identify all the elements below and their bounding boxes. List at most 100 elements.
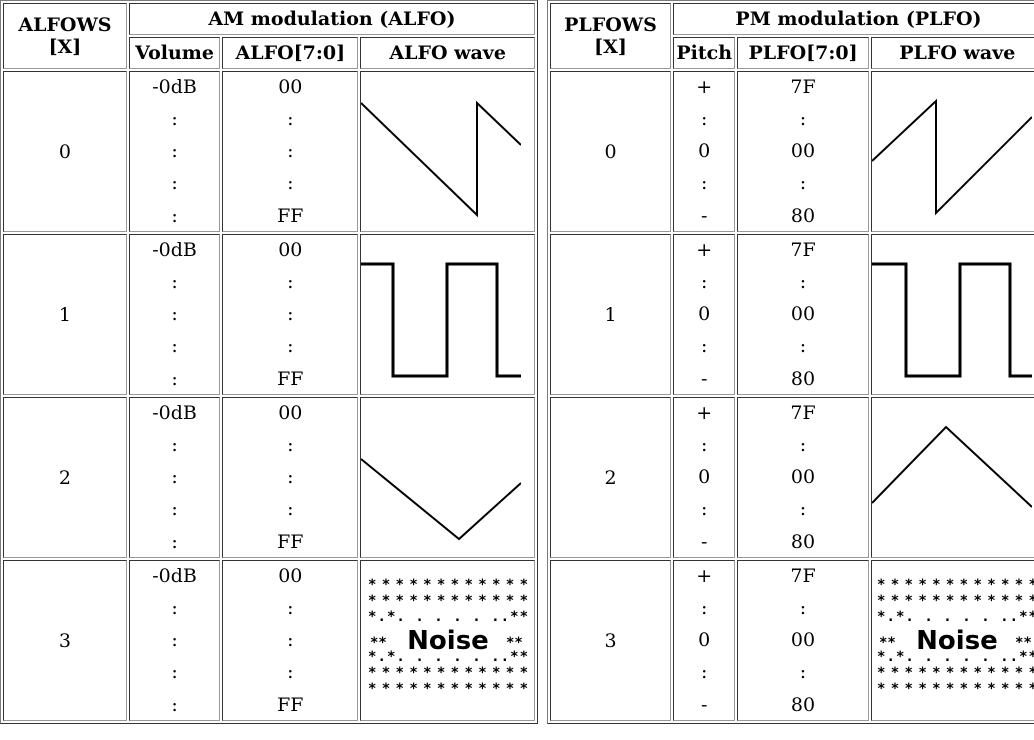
am-register-values: 00::: FF	[223, 75, 357, 227]
noise-label: Noise	[916, 626, 998, 656]
am-level-values: -0dB::::	[130, 564, 219, 716]
alfows-header-label: ALFOWS	[18, 14, 112, 36]
am-register-value: :	[287, 140, 294, 162]
pm-register-value: 7F	[790, 564, 816, 587]
square-wave-line	[361, 262, 522, 377]
triangle-wave-line	[871, 425, 1032, 508]
am-level-value: -0dB	[152, 564, 197, 587]
pm-wave-cell	[870, 234, 1034, 395]
pm-modulation-table: PLFOWS [X] PM modulation (PLFO) Pitch PL…	[547, 0, 1034, 724]
noise-wave-graphic: *************************.*. . . . . ..*…	[361, 563, 534, 718]
pm-level-value: :	[701, 172, 708, 195]
pm-register-value: :	[799, 661, 807, 684]
pm-level-cell: +: 0: -	[672, 397, 736, 558]
am-level-value: -0dB	[152, 238, 197, 261]
pm-level-cell: +: 0: -	[672, 234, 736, 395]
am-level-value: :	[171, 335, 178, 358]
am-level-value: :	[171, 661, 178, 684]
pm-plfo-reg-header: PLFO[7:0]	[737, 37, 869, 69]
am-level-value: -0dB	[152, 75, 197, 98]
pm-wave-select-value: 3	[550, 560, 671, 721]
square-wave-graphic	[871, 262, 1032, 377]
am-level-values: -0dB::::	[130, 402, 219, 553]
pm-register-value: 00	[790, 140, 816, 162]
am-wave-select-value: 3	[3, 560, 127, 721]
pm-level-values: +: 0: -	[674, 401, 735, 553]
pm-register-values: 7F: 00: 80	[738, 238, 867, 390]
plfows-header-sub: [X]	[594, 36, 627, 58]
noise-pattern-row: ************	[877, 593, 1034, 609]
pm-level-values: +: 0: -	[674, 564, 735, 716]
pm-register-values: 7F: 00: 80	[738, 402, 867, 553]
pm-register-value: :	[799, 596, 807, 619]
pm-register-value: 00	[790, 629, 816, 651]
pm-level-value: -	[701, 530, 708, 553]
noise-pattern-row: ************	[877, 665, 1034, 681]
pm-register-value: :	[799, 107, 807, 130]
pm-level-value: 0	[698, 466, 711, 488]
am-register-value: :	[287, 596, 294, 619]
pm-level-value: :	[701, 335, 708, 358]
am-level-value: :	[171, 270, 178, 293]
am-wave-cell	[360, 397, 535, 558]
pm-register-value: 80	[790, 367, 816, 390]
sawtooth-wave-line	[871, 98, 1032, 215]
pm-level-value: :	[701, 596, 708, 619]
pm-level-value: -	[701, 367, 708, 390]
triangle-wave-graphic	[361, 457, 522, 540]
plfows-header-label: PLFOWS	[564, 14, 657, 36]
pm-wave-cell	[870, 71, 1034, 232]
pm-level-value: -	[701, 204, 708, 227]
am-table-row: 0 -0dB::::00::: FF	[3, 71, 535, 232]
pm-table-row: 0 +: 0: - 7F: 00: 80	[550, 71, 1034, 232]
noise-pattern-mark: **	[879, 635, 896, 651]
am-register-value: :	[287, 498, 294, 521]
am-register-value: 00	[278, 238, 303, 261]
pm-level-value: +	[696, 401, 713, 424]
pm-register-value: 00	[790, 466, 816, 488]
pm-level-value: :	[701, 661, 708, 684]
pm-level-value: :	[701, 498, 708, 521]
noise-pattern-mark: **	[506, 635, 523, 651]
pm-register-values: 7F: 00: 80	[738, 564, 867, 716]
am-level-values: -0dB::::	[130, 238, 219, 390]
pm-register-value: 7F	[790, 238, 816, 261]
pm-level-value: +	[696, 564, 713, 587]
pm-register-cell: 7F: 00: 80	[737, 560, 869, 721]
am-alfo-reg-header: ALFO[7:0]	[222, 37, 359, 69]
alfows-header: ALFOWS [X]	[3, 3, 127, 69]
pm-register-cell: 7F: 00: 80	[737, 397, 869, 558]
noise-pattern-row: ************	[877, 681, 1034, 697]
am-register-value: FF	[277, 530, 304, 553]
am-wave-cell: ************ ************ *.*. . . . . ..*…	[360, 560, 535, 721]
am-register-cell: 00::: FF	[222, 397, 359, 558]
pm-level-cell: +: 0: -	[672, 71, 736, 232]
pm-level-value: :	[701, 270, 708, 293]
noise-wave-graphic: *************************.*. . . . . ..*…	[872, 563, 1034, 718]
alfows-header-sub: [X]	[48, 36, 82, 58]
am-alfo-wave-header: ALFO wave	[360, 37, 535, 69]
pm-level-value: 0	[698, 629, 711, 651]
noise-label: Noise	[407, 626, 489, 656]
am-wave-cell	[360, 234, 535, 395]
square-wave-line	[871, 262, 1032, 377]
am-wave-select-value: 2	[3, 397, 127, 558]
pm-plfo-wave-header: PLFO wave	[870, 37, 1034, 69]
pm-level-value: 0	[698, 140, 711, 162]
am-level-cell: -0dB::::	[128, 234, 221, 395]
pm-register-value: :	[799, 172, 807, 195]
am-level-value: :	[171, 107, 178, 130]
noise-pattern-row: *.*. . . . . ..**	[877, 649, 1034, 665]
pm-register-value: :	[799, 335, 807, 358]
pm-register-value: 80	[790, 530, 816, 553]
am-register-value: :	[287, 335, 294, 358]
am-volume-header: Volume	[128, 37, 221, 69]
am-level-cell: -0dB::::	[128, 560, 221, 721]
am-register-cell: 00::: FF	[222, 71, 359, 232]
am-register-value: 00	[278, 75, 303, 98]
pm-wave-select-value: 2	[550, 397, 671, 558]
sawtooth-wave-graphic	[871, 98, 1032, 215]
am-wave-cell	[360, 71, 535, 232]
am-level-value: :	[171, 303, 178, 325]
pm-level-value: :	[701, 107, 708, 130]
